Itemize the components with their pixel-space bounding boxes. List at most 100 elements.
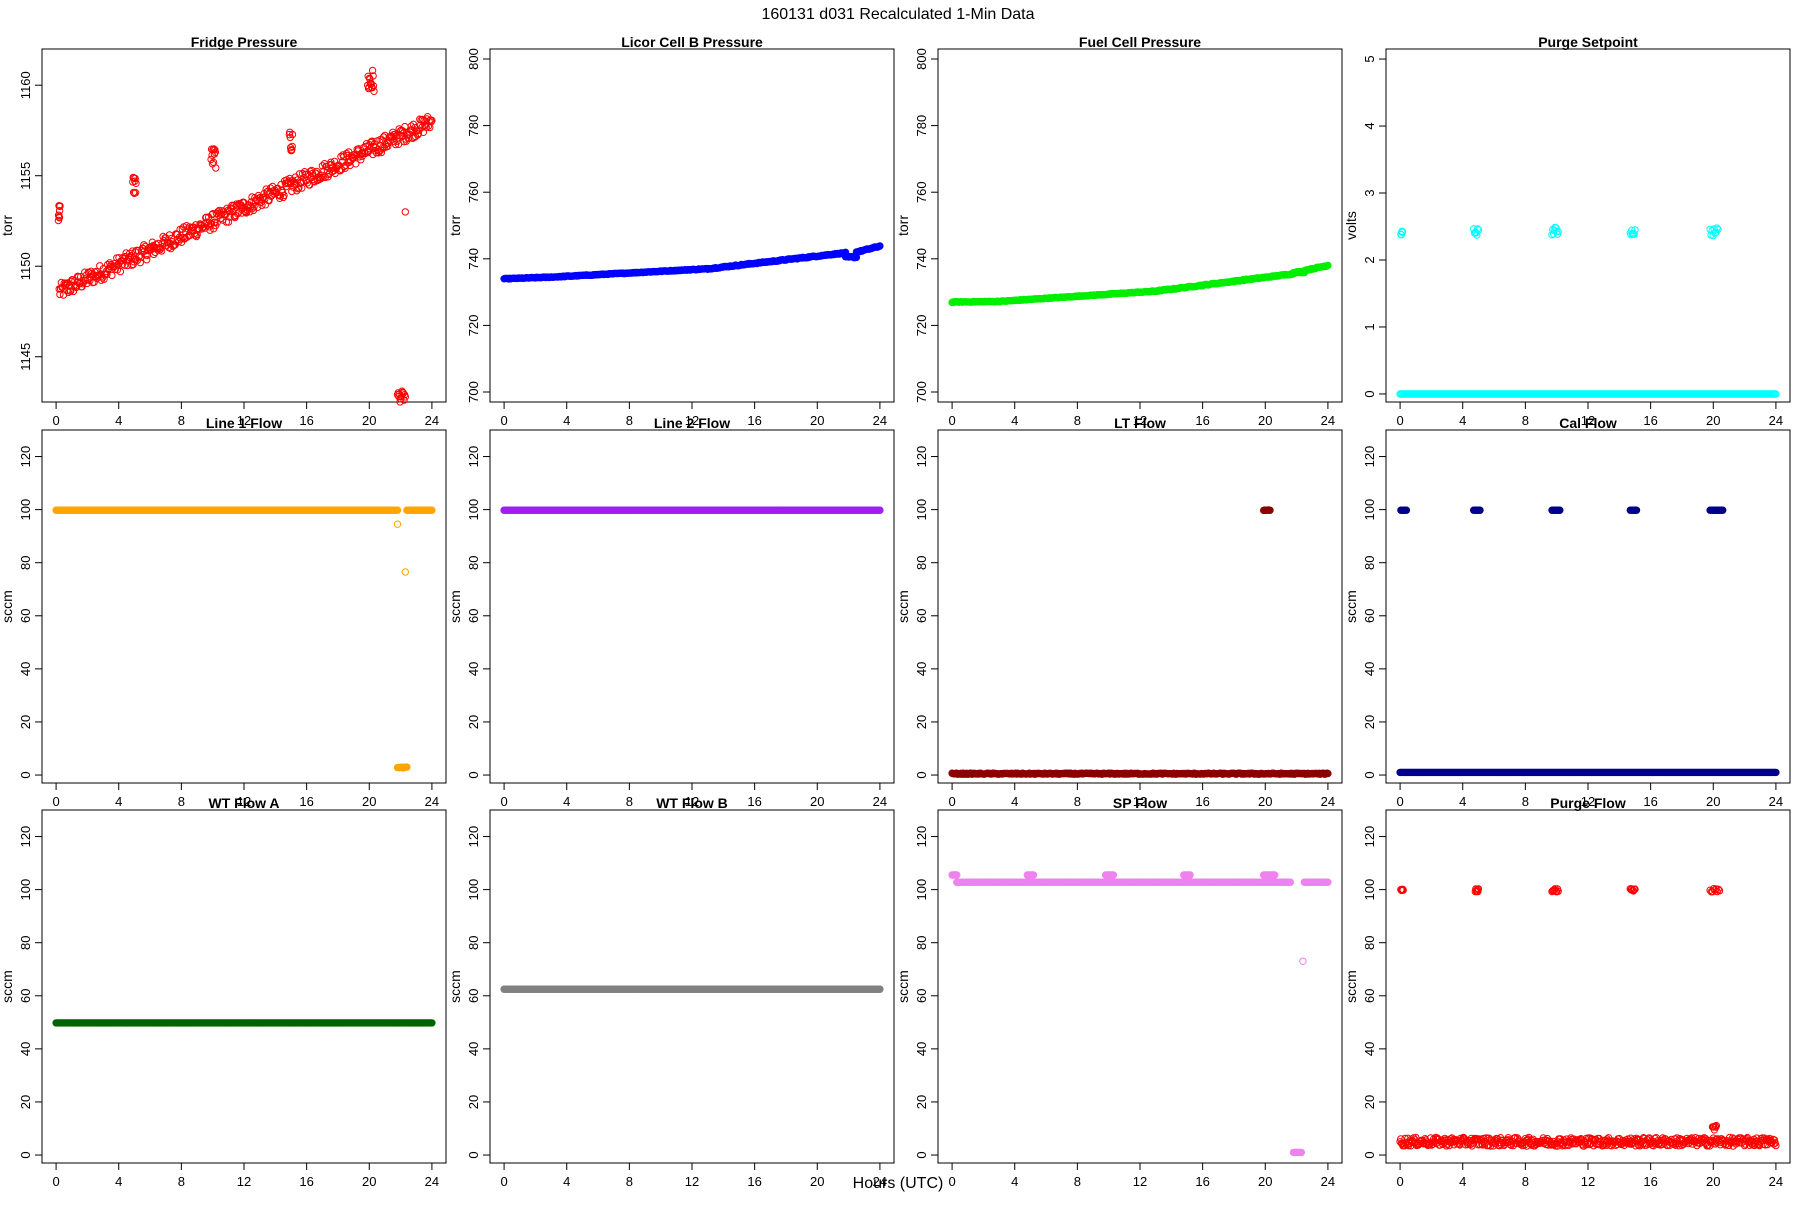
chart-title: WT Flow B — [656, 795, 728, 811]
y-tick-label: 60 — [914, 989, 929, 1003]
x-tick-label: 8 — [178, 1174, 185, 1189]
y-tick-label: 740 — [466, 248, 481, 270]
y-tick-label: 80 — [914, 935, 929, 949]
y-tick-label: 20 — [466, 715, 481, 729]
data-series — [1397, 886, 1779, 1150]
data-point — [429, 507, 436, 514]
x-tick-label: 8 — [1522, 413, 1529, 428]
x-tick-label: 12 — [685, 1174, 699, 1189]
x-tick-label: 8 — [626, 413, 633, 428]
chart-title: Licor Cell B Pressure — [621, 34, 763, 50]
x-tick-label: 20 — [362, 1174, 376, 1189]
x-tick-label: 0 — [500, 1174, 507, 1189]
y-axis-label: volts — [1343, 211, 1359, 240]
data-point — [213, 165, 219, 171]
x-tick-label: 4 — [1011, 413, 1018, 428]
plot-frame — [1386, 430, 1790, 783]
data-point — [1187, 872, 1194, 879]
data-point — [1325, 770, 1332, 777]
y-tick-label: 40 — [914, 1042, 929, 1056]
data-point — [953, 872, 960, 879]
y-tick-label: 20 — [914, 1095, 929, 1109]
chart-title: LT Flow — [1114, 415, 1166, 431]
x-tick-label: 12 — [1133, 1174, 1147, 1189]
y-axis-label: sccm — [447, 970, 463, 1003]
x-tick-label: 16 — [1643, 794, 1657, 809]
x-tick-label: 8 — [1074, 794, 1081, 809]
x-tick-label: 0 — [500, 413, 507, 428]
y-tick-label: 40 — [18, 1042, 33, 1056]
data-point — [394, 507, 401, 514]
data-point — [1300, 958, 1306, 964]
data-series — [501, 507, 884, 514]
x-tick-label: 0 — [1396, 1174, 1403, 1189]
chart-title: SP Flow — [1113, 795, 1167, 811]
data-point — [1403, 507, 1410, 514]
x-tick-label: 16 — [747, 1174, 761, 1189]
y-tick-label: 120 — [18, 826, 33, 848]
data-point — [1633, 507, 1640, 514]
x-tick-label: 24 — [873, 413, 887, 428]
data-point — [404, 764, 411, 771]
y-axis-label: sccm — [895, 590, 911, 623]
x-tick-label: 8 — [1074, 413, 1081, 428]
y-tick-label: 120 — [1362, 826, 1377, 848]
x-tick-label: 24 — [1321, 1174, 1335, 1189]
y-tick-label: 1155 — [18, 162, 33, 190]
y-tick-label: 0 — [18, 1151, 33, 1158]
x-tick-label: 20 — [810, 1174, 824, 1189]
y-tick-label: 80 — [466, 555, 481, 569]
data-point — [394, 521, 400, 527]
y-tick-label: 100 — [914, 499, 929, 521]
x-tick-label: 20 — [1258, 794, 1272, 809]
y-tick-label: 1145 — [18, 343, 33, 371]
y-tick-label: 40 — [914, 662, 929, 676]
x-tick-label: 0 — [948, 413, 955, 428]
y-tick-label: 80 — [18, 555, 33, 569]
x-tick-label: 4 — [1011, 1174, 1018, 1189]
y-tick-label: 700 — [466, 381, 481, 403]
y-tick-label: 20 — [1362, 1095, 1377, 1109]
x-tick-label: 16 — [1195, 1174, 1209, 1189]
x-tick-label: 0 — [1396, 413, 1403, 428]
y-tick-label: 1160 — [18, 71, 33, 99]
figure-title: 160131 d031 Recalculated 1-Min Data — [761, 6, 1034, 23]
data-point — [1271, 872, 1278, 879]
y-tick-label: 0 — [1362, 1151, 1377, 1158]
y-axis-label: sccm — [0, 970, 15, 1003]
x-tick-label: 0 — [52, 794, 59, 809]
x-tick-label: 0 — [948, 1174, 955, 1189]
y-tick-label: 1150 — [18, 252, 33, 280]
y-tick-label: 0 — [1362, 771, 1377, 778]
data-point — [877, 243, 884, 250]
data-point — [1325, 262, 1332, 269]
plot-frame — [42, 430, 446, 783]
data-point — [1325, 879, 1332, 886]
y-tick-label: 760 — [466, 181, 481, 203]
data-series — [53, 1020, 436, 1027]
y-tick-label: 40 — [466, 662, 481, 676]
data-point — [1719, 507, 1726, 514]
y-tick-label: 780 — [466, 115, 481, 137]
x-tick-label: 8 — [626, 1174, 633, 1189]
y-tick-label: 40 — [18, 662, 33, 676]
x-tick-label: 8 — [1074, 1174, 1081, 1189]
x-tick-label: 24 — [873, 794, 887, 809]
data-series — [949, 262, 1332, 306]
y-tick-label: 120 — [466, 826, 481, 848]
plot-frame — [938, 49, 1342, 402]
figure-xlabel: Hours (UTC) — [853, 1175, 944, 1192]
x-tick-label: 8 — [626, 794, 633, 809]
y-tick-label: 100 — [1362, 879, 1377, 901]
x-tick-label: 24 — [425, 794, 439, 809]
x-tick-label: 4 — [115, 1174, 122, 1189]
chart-title: Purge Flow — [1550, 795, 1626, 811]
x-tick-label: 8 — [1522, 1174, 1529, 1189]
y-axis-label: torr — [447, 215, 463, 236]
y-tick-label: 0 — [914, 1151, 929, 1158]
